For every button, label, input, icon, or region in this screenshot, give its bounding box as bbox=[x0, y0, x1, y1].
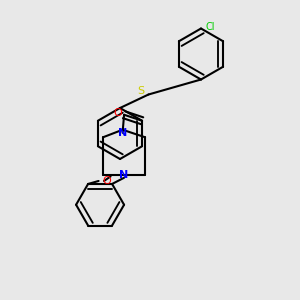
Text: O: O bbox=[102, 176, 111, 186]
Text: Cl: Cl bbox=[206, 22, 215, 32]
Text: N: N bbox=[119, 170, 129, 180]
Text: N: N bbox=[118, 128, 127, 138]
Text: O: O bbox=[114, 108, 122, 118]
Text: S: S bbox=[137, 86, 145, 97]
